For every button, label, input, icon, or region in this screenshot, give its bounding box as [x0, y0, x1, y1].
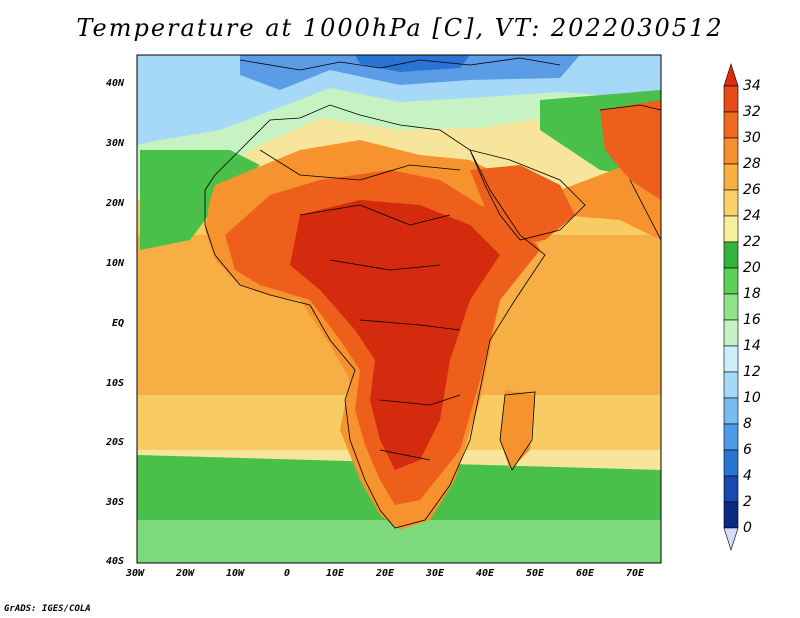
southern-ocean-light-green [137, 520, 661, 563]
y-tick-label: 20N [106, 198, 125, 209]
colorbar-segment [723, 241, 739, 269]
y-tick-label: EQ [112, 318, 125, 329]
y-tick-label: 10S [106, 378, 125, 389]
x-tick-label: 20E [376, 568, 395, 579]
y-tick-label: 40S [106, 556, 125, 567]
grads-credit: GrADS: IGES/COLA [4, 604, 91, 614]
colorbar-segment [723, 85, 739, 113]
y-tick-label: 10N [106, 258, 125, 269]
colorbar-segment [723, 397, 739, 425]
colorbar-segment [723, 345, 739, 373]
colorbar-label: 20 [743, 260, 761, 276]
india-warm [600, 100, 661, 200]
x-tick-label: 60E [576, 568, 595, 579]
colorbar-segment [723, 423, 739, 451]
colorbar-label: 22 [743, 234, 761, 250]
colorbar-segment [723, 371, 739, 399]
y-tick-label: 20S [106, 437, 125, 448]
colorbar-segment [723, 501, 739, 529]
africa-hot-core [290, 200, 500, 470]
colorbar-segment [723, 215, 739, 243]
colorbar [723, 63, 739, 551]
atlantic-green-zone [140, 150, 260, 250]
y-tick-label: 30N [106, 138, 125, 149]
colorbar-label: 24 [743, 208, 761, 224]
colorbar-label: 0 [743, 520, 752, 536]
colorbar-label: 6 [743, 442, 752, 458]
colorbar-label: 34 [743, 78, 761, 94]
colorbar-segment [723, 189, 739, 217]
colorbar-label: 30 [743, 130, 761, 146]
coastlines-and-borders [204, 57, 661, 529]
colorbar-label: 28 [743, 156, 761, 172]
x-tick-label: 30E [426, 568, 445, 579]
colorbar-bottom-arrow [723, 527, 739, 551]
colorbar-segment [723, 319, 739, 347]
colorbar-segment [723, 111, 739, 139]
x-tick-label: 30W [126, 568, 145, 579]
x-tick-label: 0 [284, 568, 291, 579]
map-frame [136, 54, 662, 564]
colorbar-label: 32 [743, 104, 761, 120]
colorbar-label: 8 [743, 416, 752, 432]
colorbar-label: 10 [743, 390, 761, 406]
arabia-warm [470, 165, 575, 245]
northern-blue-zone [240, 55, 580, 90]
colorbar-label: 16 [743, 312, 761, 328]
colorbar-segment [723, 475, 739, 503]
colorbar-top-arrow [723, 63, 739, 87]
colorbar-segment [723, 163, 739, 191]
x-tick-label: 20W [176, 568, 195, 579]
x-tick-label: 10E [326, 568, 345, 579]
colorbar-label: 12 [743, 364, 761, 380]
y-tick-label: 30S [106, 497, 125, 508]
colorbar-segment [723, 137, 739, 165]
colorbar-label: 26 [743, 182, 761, 198]
x-tick-label: 50E [526, 568, 545, 579]
madagascar [500, 390, 535, 470]
colorbar-label: 4 [743, 468, 752, 484]
colorbar-segment [723, 293, 739, 321]
northern-dark-blue-zone [355, 55, 470, 72]
colorbar-label: 18 [743, 286, 761, 302]
y-tick-label: 40N [106, 78, 125, 89]
colorbar-label: 2 [743, 494, 752, 510]
x-tick-label: 10W [226, 568, 245, 579]
map-field [137, 55, 661, 563]
colorbar-segment [723, 267, 739, 295]
map-title: Temperature at 1000hPa [C], VT: 20220305… [76, 14, 724, 42]
colorbar-label: 14 [743, 338, 761, 354]
x-tick-label: 70E [626, 568, 645, 579]
colorbar-segment [723, 449, 739, 477]
x-tick-label: 40E [476, 568, 495, 579]
